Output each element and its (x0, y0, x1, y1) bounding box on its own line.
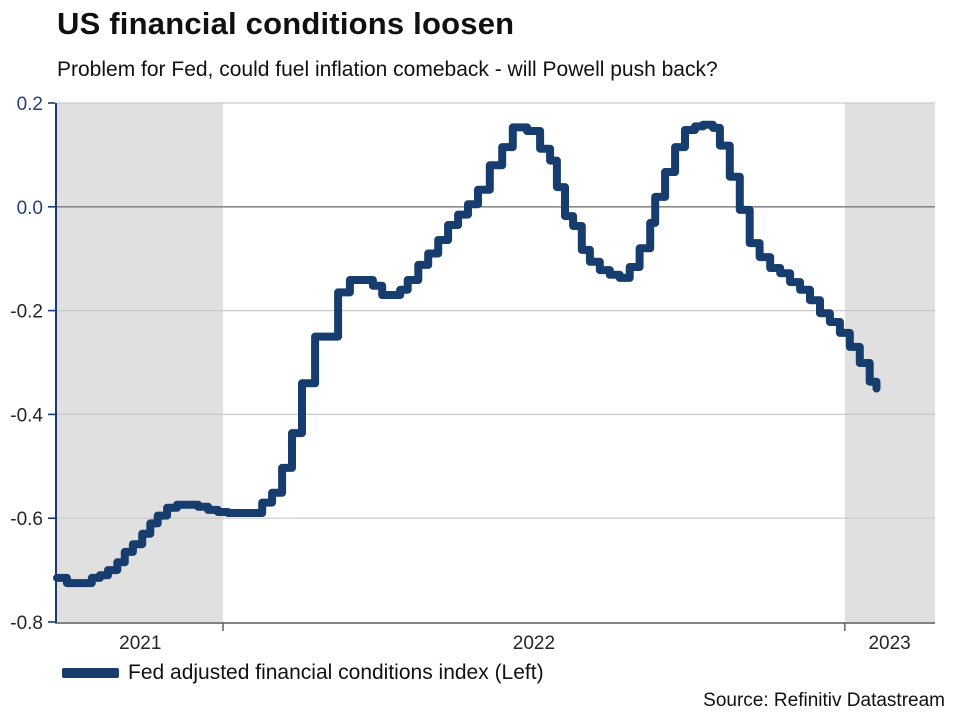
legend-label: Fed adjusted financial conditions index … (128, 661, 544, 684)
y-tick-label: -0.6 (10, 509, 43, 530)
source-credit: Source: Refinitiv Datastream (703, 690, 945, 711)
y-tick-label: -0.4 (10, 405, 43, 426)
legend-line-swatch (62, 668, 119, 678)
page-title: US financial conditions loosen (57, 6, 515, 41)
fci-step-line (53, 120, 881, 588)
x-tick-label: 2023 (868, 633, 910, 654)
y-tick-label: 0.2 (17, 94, 43, 115)
page-subtitle: Problem for Fed, could fuel inflation co… (57, 58, 718, 81)
x-tick-label: 2022 (513, 633, 555, 654)
y-tick-label: -0.8 (10, 613, 43, 634)
y-tick-label: -0.2 (10, 302, 43, 323)
chart-legend: Fed adjusted financial conditions index … (62, 661, 544, 685)
y-tick-label: 0.0 (17, 198, 43, 219)
financial-conditions-chart: 0.2 0.0 -0.2 -0.4 -0.6 -0.8 2021 2022 2023 (10, 94, 935, 654)
x-tick-label: 2021 (119, 633, 161, 654)
